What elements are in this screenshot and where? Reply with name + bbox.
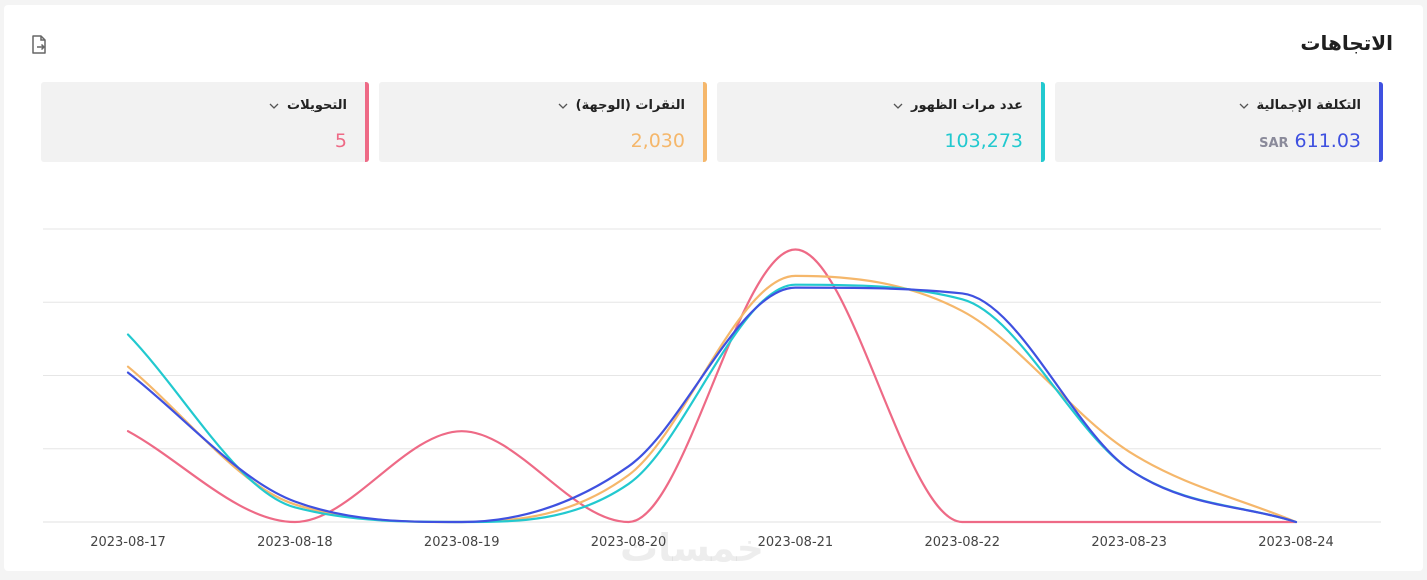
chevron-down-icon: [893, 103, 903, 109]
page-title: الاتجاهات: [1300, 31, 1393, 55]
series-line-0: [126, 286, 1298, 524]
metric-label: التحويلات: [269, 98, 347, 113]
metric-value: 2,030: [631, 130, 685, 152]
metric-label: عدد مرات الظهور: [893, 98, 1023, 113]
metric-color-bar: [1041, 82, 1045, 162]
series-line-3: [126, 248, 1298, 524]
x-tick-label: 2023-08-23: [1091, 535, 1167, 550]
metric-label-text: التكلفة الإجمالية: [1256, 98, 1361, 113]
x-tick-label: 2023-08-21: [758, 535, 834, 550]
metric-impressions[interactable]: عدد مرات الظهور 103,273: [717, 82, 1045, 162]
x-tick-label: 2023-08-24: [1258, 535, 1334, 550]
x-tick-label: 2023-08-18: [257, 535, 333, 550]
metric-value-text: 611.03: [1294, 130, 1361, 152]
export-file-icon[interactable]: [30, 35, 48, 55]
x-tick-label: 2023-08-17: [90, 535, 166, 550]
currency-unit: SAR: [1259, 136, 1289, 151]
metric-label-text: عدد مرات الظهور: [911, 98, 1023, 113]
metric-conversions[interactable]: التحويلات 5: [41, 82, 369, 162]
watermark-logo: خمسات: [620, 526, 764, 570]
x-tick-label: 2023-08-20: [591, 535, 667, 550]
metric-value: 5: [335, 130, 347, 152]
series-line-1: [126, 283, 1298, 524]
metric-color-bar: [703, 82, 707, 162]
metric-total-cost[interactable]: التكلفة الإجمالية SAR 611.03: [1055, 82, 1383, 162]
metric-color-bar: [1379, 82, 1383, 162]
metric-value-text: 103,273: [944, 130, 1023, 152]
chevron-down-icon: [558, 103, 568, 109]
x-tick-label: 2023-08-22: [925, 535, 1001, 550]
metric-color-bar: [365, 82, 369, 162]
series-line-2: [126, 274, 1298, 524]
metric-value-text: 2,030: [630, 130, 685, 152]
metric-value-text: 5: [334, 130, 347, 152]
metric-label: التكلفة الإجمالية: [1239, 98, 1361, 113]
metric-label-text: التحويلات: [287, 98, 347, 113]
metric-label: النقرات (الوجهة): [558, 98, 685, 113]
metric-clicks[interactable]: النقرات (الوجهة) 2,030: [379, 82, 707, 162]
chevron-down-icon: [1239, 103, 1249, 109]
metric-value: 103,273: [944, 130, 1023, 152]
metric-value: SAR 611.03: [1259, 130, 1361, 152]
metric-label-text: النقرات (الوجهة): [575, 98, 685, 113]
chevron-down-icon: [269, 103, 279, 109]
x-tick-label: 2023-08-19: [424, 535, 500, 550]
